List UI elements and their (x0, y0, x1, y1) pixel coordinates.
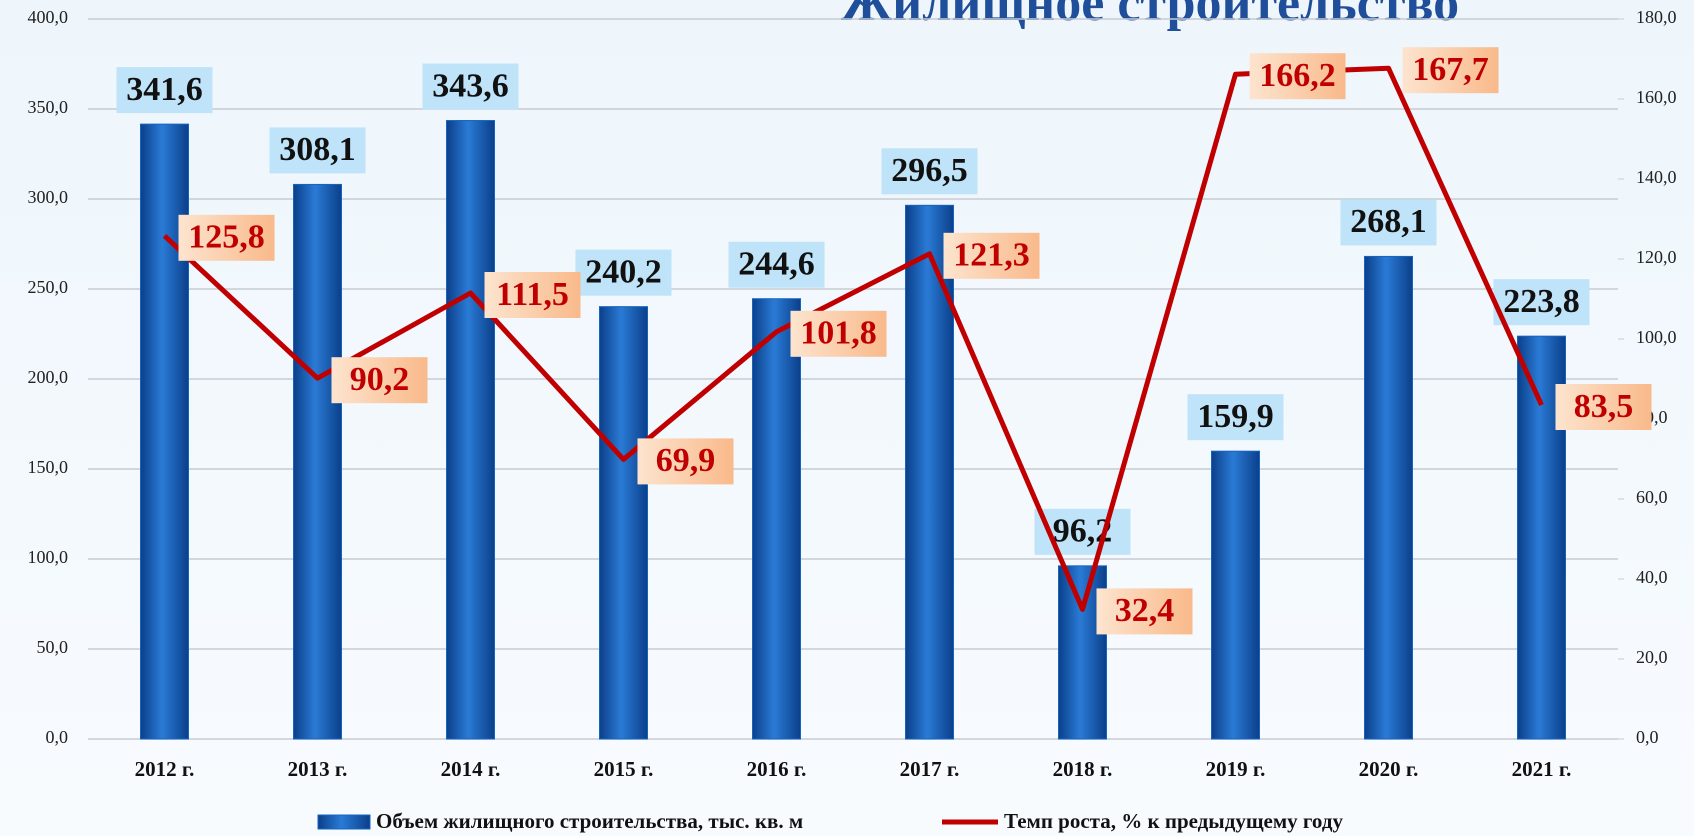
chart-title: Жилищное строительство (841, 0, 1459, 32)
line-value-label-bg (331, 357, 428, 404)
x-tick-label: 2016 г. (747, 757, 807, 781)
y2-tick-label: 0,0 (1636, 727, 1659, 747)
y-tick-label: 350,0 (28, 97, 69, 117)
x-tick-label: 2014 г. (441, 757, 501, 781)
line-value-label: 121,3 (953, 237, 1030, 274)
line-value-label-bg (943, 232, 1040, 279)
bar (293, 183, 342, 740)
bar-value-label-bg (1493, 279, 1590, 326)
y-tick-label: 100,0 (28, 547, 69, 567)
bar-value-label-bg (881, 148, 978, 195)
y2-tick-label: 160,0 (1636, 87, 1677, 107)
bar-value-label-bg (728, 241, 825, 288)
y-tick-label: 400,0 (28, 7, 69, 27)
bar (1364, 255, 1413, 740)
y-tick-label: 250,0 (28, 277, 69, 297)
bar-value-label: 244,6 (738, 246, 815, 283)
bar-value-label: 308,1 (279, 131, 356, 168)
bar-value-label: 296,5 (891, 152, 968, 189)
y-tick-label: 200,0 (28, 367, 69, 387)
line-value-label-bg (637, 438, 734, 485)
x-tick-label: 2017 г. (900, 757, 960, 781)
x-tick-label: 2015 г. (594, 757, 654, 781)
y-tick-label: 150,0 (28, 457, 69, 477)
y2-tick-label: 100,0 (1636, 327, 1677, 347)
bar-value-label: 268,1 (1350, 203, 1427, 240)
line-value-label-bg (1555, 384, 1652, 430)
line-value-label-bg (1096, 588, 1193, 635)
line-value-label: 111,5 (496, 276, 569, 313)
bar-value-label: 223,8 (1503, 283, 1580, 320)
bar-value-label: 341,6 (126, 71, 203, 108)
x-tick-label: 2020 г. (1359, 757, 1419, 781)
bar-value-label-bg (269, 127, 366, 174)
bar-value-label: 240,2 (585, 253, 662, 290)
legend-swatch (317, 814, 371, 830)
x-tick-label: 2013 г. (288, 757, 348, 781)
line-value-label: 83,5 (1574, 388, 1634, 425)
x-tick-label: 2012 г. (135, 757, 195, 781)
line-value-label: 125,8 (188, 219, 265, 256)
y-tick-label: 50,0 (37, 637, 69, 657)
y-tick-label: 0,0 (46, 727, 69, 747)
y2-tick-label: 20,0 (1636, 647, 1668, 667)
bar (1211, 450, 1260, 740)
bar-value-label-bg (575, 249, 672, 296)
line-value-label-bg (1402, 47, 1499, 94)
bar-value-label: 343,6 (432, 67, 509, 104)
line-value-label: 69,9 (656, 442, 716, 479)
line-value-label: 167,7 (1412, 51, 1489, 88)
y2-tick-label: 60,0 (1636, 487, 1668, 507)
line-value-label: 90,2 (350, 361, 410, 398)
line-value-label: 166,2 (1259, 57, 1336, 94)
bar-value-label: 159,9 (1197, 398, 1274, 435)
line-value-label-bg (484, 272, 581, 318)
legend-label: Объем жилищного строительства, тыс. кв. … (376, 809, 803, 833)
bar (905, 204, 954, 740)
bar (752, 298, 801, 740)
line-value-label-bg (178, 214, 275, 261)
legend-label: Темп роста, % к предыдущему году (1004, 809, 1343, 833)
bar-value-label-bg (422, 63, 519, 110)
bar-value-label-bg (116, 67, 213, 114)
y2-tick-label: 180,0 (1636, 7, 1677, 27)
y2-tick-label: 120,0 (1636, 247, 1677, 267)
x-tick-label: 2018 г. (1053, 757, 1113, 781)
x-tick-label: 2019 г. (1206, 757, 1266, 781)
bar (599, 306, 648, 740)
bar (446, 120, 495, 740)
bar-value-label-bg (1187, 394, 1284, 441)
line-value-label: 32,4 (1115, 592, 1175, 629)
line-value-label-bg (1249, 53, 1346, 100)
bar-value-label-bg (1340, 199, 1437, 246)
y2-tick-label: 140,0 (1636, 167, 1677, 187)
line-value-label: 101,8 (800, 315, 877, 352)
y2-tick-label: 40,0 (1636, 567, 1668, 587)
x-tick-label: 2021 г. (1512, 757, 1572, 781)
line-value-label-bg (790, 310, 887, 357)
y-tick-label: 300,0 (28, 187, 69, 207)
